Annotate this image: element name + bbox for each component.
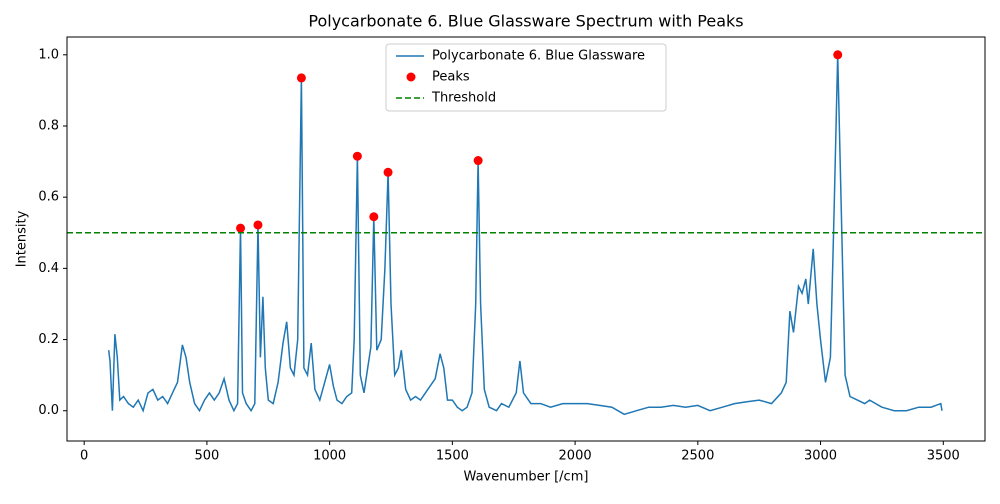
y-tick-label: 1.0 xyxy=(38,47,59,62)
peak-marker xyxy=(369,212,379,222)
y-axis-label: Intensity xyxy=(15,210,30,267)
legend-label: Peaks xyxy=(432,70,470,85)
x-tick-label: 2000 xyxy=(559,449,592,464)
legend-marker xyxy=(406,72,416,82)
x-tick-label: 500 xyxy=(194,449,219,464)
legend-label: Polycarbonate 6. Blue Glassware xyxy=(432,49,645,64)
peak-marker xyxy=(253,220,263,230)
peak-marker xyxy=(236,223,246,233)
x-axis-label: Wavenumber [/cm] xyxy=(464,470,589,485)
legend-label: Threshold xyxy=(431,91,496,106)
y-tick-label: 0.6 xyxy=(38,190,59,205)
y-tick-label: 0.2 xyxy=(38,332,59,347)
chart-title: Polycarbonate 6. Blue Glassware Spectrum… xyxy=(308,12,743,31)
x-tick-label: 1500 xyxy=(436,449,469,464)
x-tick-label: 1000 xyxy=(313,449,346,464)
peak-marker xyxy=(473,156,483,166)
peak-marker xyxy=(383,167,393,177)
peak-marker xyxy=(833,50,843,60)
y-tick-label: 0.8 xyxy=(38,118,59,133)
peak-marker xyxy=(296,73,306,83)
spectrum-line xyxy=(107,54,943,416)
plot-frame xyxy=(66,36,986,442)
y-tick-label: 0.4 xyxy=(38,261,59,276)
x-tick-label: 3000 xyxy=(804,449,837,464)
x-tick-label: 0 xyxy=(80,449,88,464)
y-tick-label: 0.0 xyxy=(38,403,59,418)
plot xyxy=(67,50,985,416)
legend-box xyxy=(385,43,667,112)
peak-marker xyxy=(352,151,362,161)
x-tick-label: 3500 xyxy=(927,449,960,464)
x-tick-label: 2500 xyxy=(681,449,714,464)
